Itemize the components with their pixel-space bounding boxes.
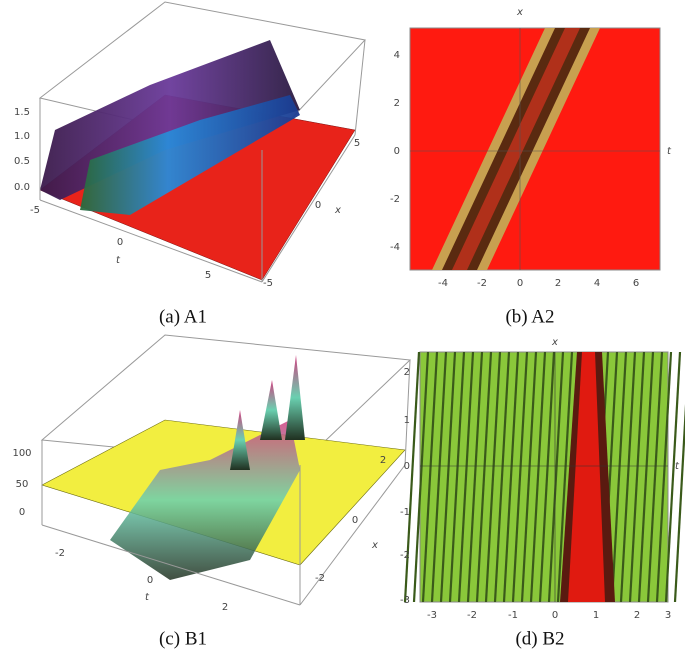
h-tick-label: -2 bbox=[477, 278, 487, 289]
z-tick-label: 0.0 bbox=[14, 182, 30, 193]
t-tick-label: 0 bbox=[117, 237, 123, 248]
stripe bbox=[466, 351, 484, 603]
v-tick-label: 4 bbox=[394, 50, 400, 61]
t-tick-label: 0 bbox=[147, 575, 153, 586]
z-tick-label: 1.5 bbox=[14, 107, 30, 118]
v-tick-label: -3 bbox=[400, 595, 410, 606]
stripe bbox=[610, 351, 628, 603]
x-tick-label: 0 bbox=[315, 200, 321, 211]
stripe bbox=[556, 351, 574, 603]
v-tick-label: -2 bbox=[390, 194, 400, 205]
stripe bbox=[547, 351, 565, 603]
h-tick-label: 4 bbox=[594, 278, 600, 289]
stripe bbox=[448, 351, 466, 603]
axis-label: t bbox=[667, 146, 672, 157]
stripe bbox=[502, 351, 520, 603]
h-tick-label: -1 bbox=[508, 610, 518, 621]
z-tick-label: 0.5 bbox=[14, 156, 30, 167]
axis-label: t bbox=[116, 255, 121, 266]
panel-a1 bbox=[38, 1, 366, 283]
stripe bbox=[628, 351, 646, 603]
stripe bbox=[538, 351, 556, 603]
stripe bbox=[655, 351, 673, 603]
stripe bbox=[637, 351, 655, 603]
t-tick-label: -2 bbox=[55, 548, 65, 559]
h-tick-label: -3 bbox=[427, 610, 437, 621]
h-tick-label: 3 bbox=[665, 610, 671, 621]
contour-stripes bbox=[403, 351, 685, 603]
stripe bbox=[430, 351, 448, 603]
h-tick-label: 1 bbox=[593, 610, 599, 621]
z-tick-label: 1.0 bbox=[14, 131, 30, 142]
t-tick-label: 2 bbox=[222, 602, 228, 613]
h-tick-label: 0 bbox=[552, 610, 558, 621]
stripe bbox=[664, 351, 682, 603]
v-tick-label: -2 bbox=[400, 550, 410, 561]
stripe bbox=[520, 351, 538, 603]
v-tick-label: -4 bbox=[390, 242, 400, 253]
stripe bbox=[646, 351, 664, 603]
v-tick-label: -1 bbox=[400, 507, 410, 518]
axis-label: x bbox=[371, 540, 378, 551]
stripe bbox=[529, 351, 547, 603]
axis-label: t bbox=[145, 592, 150, 603]
axis-label: x bbox=[551, 337, 558, 348]
axis-label: x bbox=[334, 205, 341, 216]
caption: (c) B1 bbox=[159, 628, 207, 649]
h-tick-label: 6 bbox=[633, 278, 639, 289]
axis-label: x bbox=[516, 7, 523, 18]
panel-a2 bbox=[409, 27, 661, 271]
stripe bbox=[439, 351, 457, 603]
v-tick-label: 0 bbox=[404, 461, 410, 472]
t-tick-label: -5 bbox=[30, 205, 40, 216]
h-tick-label: -4 bbox=[438, 278, 448, 289]
v-tick-label: 2 bbox=[394, 98, 400, 109]
stripe bbox=[403, 351, 421, 603]
axis-label: t bbox=[675, 461, 680, 472]
v-tick-label: 1 bbox=[404, 415, 410, 426]
x-tick-label: 5 bbox=[354, 138, 360, 149]
caption: (a) A1 bbox=[159, 306, 207, 327]
x-tick-label: 0 bbox=[352, 515, 358, 526]
x-tick-label: 2 bbox=[380, 455, 386, 466]
x-tick-label: -2 bbox=[315, 573, 325, 584]
z-tick-label: 50 bbox=[16, 479, 29, 490]
x-tick-label: -5 bbox=[263, 278, 273, 289]
h-tick-label: 2 bbox=[555, 278, 561, 289]
stripe bbox=[475, 351, 493, 603]
stripe bbox=[484, 351, 502, 603]
stripe bbox=[412, 351, 430, 603]
stripe bbox=[511, 351, 529, 603]
stripe bbox=[421, 351, 439, 603]
z-tick-label: 0 bbox=[19, 507, 25, 518]
stripe bbox=[457, 351, 475, 603]
t-tick-label: 5 bbox=[205, 270, 211, 281]
stripe bbox=[673, 403, 685, 603]
panel-b1 bbox=[40, 334, 412, 606]
v-tick-label: 2 bbox=[404, 367, 410, 378]
h-tick-label: -2 bbox=[467, 610, 477, 621]
caption: (b) A2 bbox=[505, 306, 554, 327]
h-tick-label: 0 bbox=[517, 278, 523, 289]
stripe bbox=[493, 351, 511, 603]
h-tick-label: 2 bbox=[634, 610, 640, 621]
v-tick-label: 0 bbox=[394, 146, 400, 157]
panel-b2 bbox=[403, 351, 685, 603]
z-tick-label: 100 bbox=[12, 448, 31, 459]
stripe bbox=[619, 351, 637, 603]
caption: (d) B2 bbox=[515, 628, 564, 649]
